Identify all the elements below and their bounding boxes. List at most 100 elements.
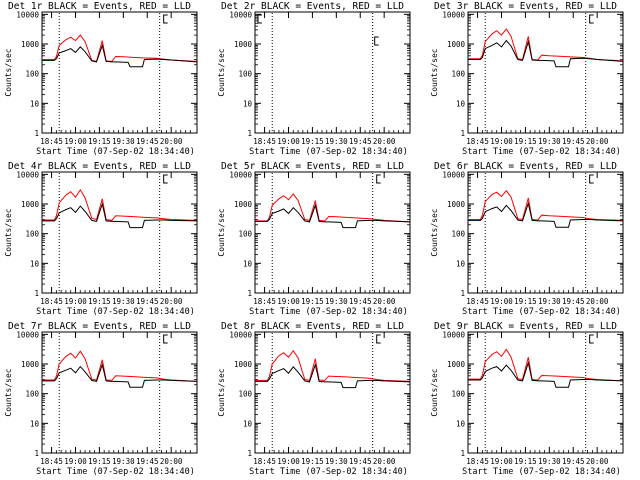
x-tick-label: 18:45 [253, 297, 276, 306]
x-tick-label: 19:45 [562, 137, 585, 146]
x-tick-label: 19:00 [490, 137, 513, 146]
x-axis-label: Start Time (07-Sep-02 18:34:40) [462, 147, 621, 157]
x-tick-label: 20:00 [160, 137, 183, 146]
x-tick-label: 19:15 [301, 137, 324, 146]
y-axis-label: Counts/sec [217, 368, 226, 416]
x-tick-label: 20:00 [586, 297, 609, 306]
bracket-marker [257, 14, 262, 24]
x-tick-label: 18:45 [40, 137, 63, 146]
x-tick-label: 19:00 [277, 297, 300, 306]
series-lld-line [468, 189, 624, 221]
y-tick-label: 100 [238, 390, 252, 399]
series-lld-line [255, 349, 411, 382]
x-tick-label: 19:30 [538, 137, 561, 146]
series-lld-line [468, 348, 624, 382]
x-axis-label: Start Time (07-Sep-02 18:34:40) [249, 307, 408, 317]
y-tick-label: 1000 [21, 360, 40, 369]
panel-det-6: Det 6r BLACK = Events, RED = LLD 1 10 100 10… [430, 161, 624, 317]
series-events-line [42, 362, 198, 388]
y-tick-label: 1 [34, 129, 39, 138]
y-tick-label: 10000 [229, 170, 252, 179]
bracket-marker [374, 36, 379, 46]
y-tick-label: 1000 [234, 40, 253, 49]
plot-frame [254, 11, 411, 134]
panel-title: Det 6r BLACK = Events, RED = LLD [434, 161, 617, 172]
bracket-marker [376, 174, 381, 184]
series-events-line [42, 202, 198, 229]
x-tick-label: 19:30 [325, 457, 348, 466]
x-tick-label: 19:00 [490, 457, 513, 466]
x-tick-label: 20:00 [373, 457, 396, 466]
y-axis-label: Counts/sec [430, 208, 439, 256]
panel-det-9: Det 9r BLACK = Events, RED = LLD 1 10 100 10… [430, 321, 624, 477]
x-tick-label: 19:15 [301, 457, 324, 466]
series-lld-line [42, 188, 198, 221]
x-tick-label: 19:30 [112, 137, 135, 146]
x-tick-label: 19:30 [538, 297, 561, 306]
y-axis-label: Counts/sec [217, 48, 226, 96]
panel-det-7: Det 7r BLACK = Events, RED = LLD 1 10 100 10… [4, 321, 198, 477]
x-tick-label: 18:45 [466, 297, 489, 306]
x-tick-label: 19:30 [112, 297, 135, 306]
y-tick-label: 100 [25, 230, 39, 239]
y-tick-label: 10000 [442, 330, 465, 339]
x-tick-label: 20:00 [373, 297, 396, 306]
series-lld-line [42, 34, 198, 62]
y-tick-label: 1 [247, 129, 252, 138]
panel-title: Det 5r BLACK = Events, RED = LLD [221, 161, 404, 172]
y-axis-label: Counts/sec [4, 48, 13, 96]
x-tick-label: 19:45 [349, 137, 372, 146]
x-tick-label: 19:45 [136, 457, 159, 466]
y-axis-label: Counts/sec [4, 208, 13, 256]
x-tick-label: 19:30 [538, 457, 561, 466]
y-tick-label: 10 [243, 259, 253, 268]
x-tick-label: 20:00 [160, 457, 183, 466]
y-axis-label: Counts/sec [4, 368, 13, 416]
y-tick-label: 10 [456, 259, 466, 268]
bracket-marker [589, 174, 594, 184]
bracket-marker [376, 334, 381, 344]
y-tick-label: 100 [451, 390, 465, 399]
x-tick-label: 19:00 [64, 297, 87, 306]
series-events-line [255, 362, 411, 389]
x-tick-label: 18:45 [253, 137, 276, 146]
y-tick-label: 100 [25, 390, 39, 399]
plot-frame [467, 331, 624, 454]
y-tick-label: 1 [34, 289, 39, 298]
x-tick-label: 19:00 [64, 457, 87, 466]
series-events-line [468, 39, 624, 68]
y-tick-label: 100 [238, 70, 252, 79]
x-tick-label: 19:15 [88, 297, 111, 306]
x-tick-label: 20:00 [373, 137, 396, 146]
plot-frame [254, 171, 411, 294]
x-tick-label: 19:15 [88, 457, 111, 466]
x-tick-label: 19:00 [277, 457, 300, 466]
x-tick-label: 19:15 [514, 137, 537, 146]
x-tick-label: 19:45 [562, 297, 585, 306]
x-tick-label: 20:00 [586, 137, 609, 146]
y-tick-label: 1 [34, 449, 39, 458]
y-tick-label: 1000 [447, 200, 466, 209]
panel-det-3: Det 3r BLACK = Events, RED = LLD 1 10 100 10… [430, 1, 624, 157]
x-tick-label: 19:15 [514, 297, 537, 306]
panel-title: Det 8r BLACK = Events, RED = LLD [221, 321, 404, 332]
x-axis-label: Start Time (07-Sep-02 18:34:40) [36, 307, 195, 317]
panel-det-8: Det 8r BLACK = Events, RED = LLD 1 10 100 10… [217, 321, 411, 477]
y-tick-label: 100 [238, 230, 252, 239]
y-tick-label: 10 [243, 99, 253, 108]
y-tick-label: 1000 [21, 200, 40, 209]
series-lld-line [42, 350, 198, 382]
panel-title: Det 9r BLACK = Events, RED = LLD [434, 321, 617, 332]
plot-frame [254, 331, 411, 454]
y-tick-label: 1000 [21, 40, 40, 49]
panel-title: Det 1r BLACK = Events, RED = LLD [8, 1, 191, 12]
series-lld-line [468, 28, 624, 62]
y-axis-label: Counts/sec [217, 208, 226, 256]
bracket-marker [589, 334, 594, 344]
y-tick-label: 10000 [16, 170, 39, 179]
x-tick-label: 18:45 [466, 457, 489, 466]
panel-title: Det 3r BLACK = Events, RED = LLD [434, 1, 617, 12]
x-axis-label: Start Time (07-Sep-02 18:34:40) [249, 147, 408, 157]
x-axis-label: Start Time (07-Sep-02 18:34:40) [462, 307, 621, 317]
